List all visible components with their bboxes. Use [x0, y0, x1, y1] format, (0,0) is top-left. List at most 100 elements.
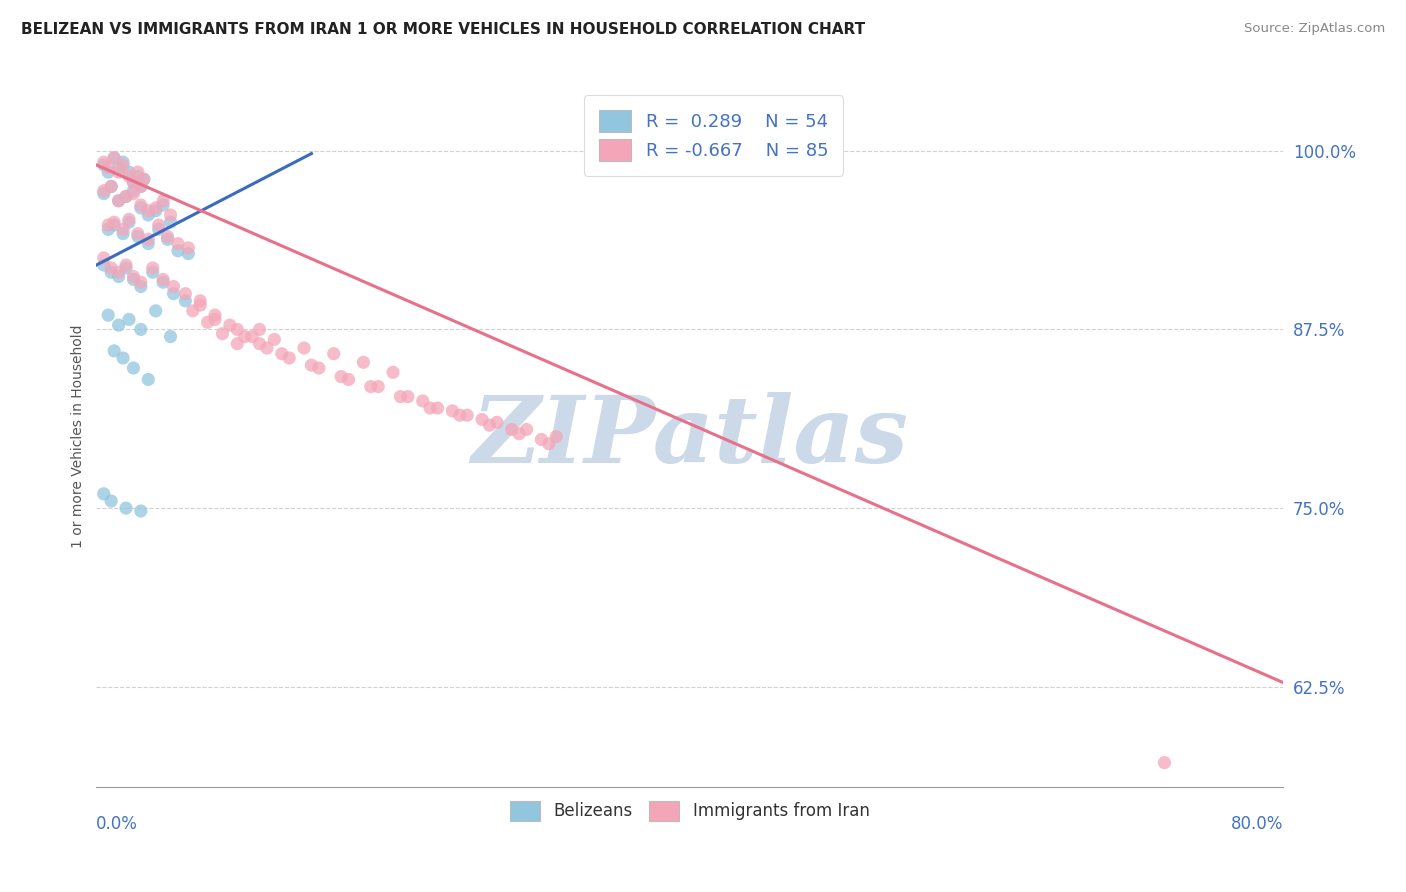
Point [118, 165, 141, 179]
Point [174, 286, 197, 301]
Point [218, 318, 240, 332]
Point [132, 172, 155, 186]
Point [93, 155, 115, 169]
Point [129, 279, 152, 293]
Point [100, 179, 122, 194]
Point [129, 198, 152, 212]
Point [122, 184, 145, 198]
Point [115, 501, 138, 516]
Point [122, 175, 145, 189]
Point [112, 351, 135, 365]
Point [330, 369, 353, 384]
Point [240, 329, 263, 343]
Point [145, 203, 167, 218]
Point [136, 232, 159, 246]
Point [145, 201, 167, 215]
Point [136, 208, 159, 222]
Point [142, 260, 165, 275]
Point [156, 232, 179, 246]
Point [159, 208, 181, 222]
Point [162, 286, 184, 301]
Text: 80.0%: 80.0% [1230, 815, 1284, 833]
Point [93, 158, 115, 172]
Point [278, 351, 301, 365]
Point [426, 401, 449, 415]
Point [177, 241, 200, 255]
Text: Source: ZipAtlas.com: Source: ZipAtlas.com [1244, 22, 1385, 36]
Point [441, 404, 464, 418]
Point [177, 246, 200, 260]
Point [122, 272, 145, 286]
Text: ZIPatlas: ZIPatlas [471, 392, 908, 482]
Point [112, 222, 135, 236]
Point [478, 418, 501, 433]
Point [127, 169, 149, 184]
Point [97, 308, 120, 322]
Point [152, 194, 174, 208]
Point [127, 227, 149, 241]
Point [107, 194, 129, 208]
Point [156, 229, 179, 244]
Point [174, 293, 197, 308]
Point [93, 186, 115, 201]
Point [145, 303, 167, 318]
Point [93, 251, 115, 265]
Point [537, 437, 560, 451]
Point [508, 426, 530, 441]
Point [382, 365, 405, 379]
Point [516, 422, 538, 436]
Point [152, 198, 174, 212]
Point [136, 203, 159, 218]
Point [112, 158, 135, 172]
Point [100, 494, 122, 508]
Point [188, 293, 211, 308]
Point [501, 422, 523, 436]
Point [188, 298, 211, 312]
Point [107, 269, 129, 284]
Point [115, 258, 138, 272]
Point [159, 329, 181, 343]
Legend: Belizeans, Immigrants from Iran: Belizeans, Immigrants from Iran [503, 794, 876, 828]
Point [485, 415, 508, 429]
Point [226, 336, 249, 351]
Point [127, 229, 149, 244]
Point [115, 189, 138, 203]
Point [107, 165, 129, 179]
Point [136, 236, 159, 251]
Point [197, 315, 219, 329]
Point [97, 161, 120, 175]
Point [308, 361, 330, 376]
Point [122, 186, 145, 201]
Point [211, 326, 233, 341]
Point [103, 151, 125, 165]
Point [118, 312, 141, 326]
Point [233, 329, 256, 343]
Point [107, 318, 129, 332]
Point [118, 169, 141, 184]
Point [136, 372, 159, 386]
Point [103, 215, 125, 229]
Point [412, 393, 434, 408]
Point [100, 179, 122, 194]
Point [204, 308, 226, 322]
Point [159, 215, 181, 229]
Point [115, 189, 138, 203]
Point [389, 390, 412, 404]
Y-axis label: 1 or more Vehicles in Household: 1 or more Vehicles in Household [72, 325, 86, 549]
Point [337, 372, 360, 386]
Point [129, 322, 152, 336]
Point [112, 155, 135, 169]
Point [97, 218, 120, 232]
Point [118, 212, 141, 227]
Point [132, 172, 155, 186]
Point [152, 275, 174, 289]
Text: 0.0%: 0.0% [97, 815, 138, 833]
Point [129, 179, 152, 194]
Point [103, 218, 125, 232]
Point [546, 430, 568, 444]
Point [107, 265, 129, 279]
Point [122, 361, 145, 376]
Point [129, 201, 152, 215]
Point [129, 179, 152, 194]
Text: BELIZEAN VS IMMIGRANTS FROM IRAN 1 OR MORE VEHICLES IN HOUSEHOLD CORRELATION CHA: BELIZEAN VS IMMIGRANTS FROM IRAN 1 OR MO… [21, 22, 865, 37]
